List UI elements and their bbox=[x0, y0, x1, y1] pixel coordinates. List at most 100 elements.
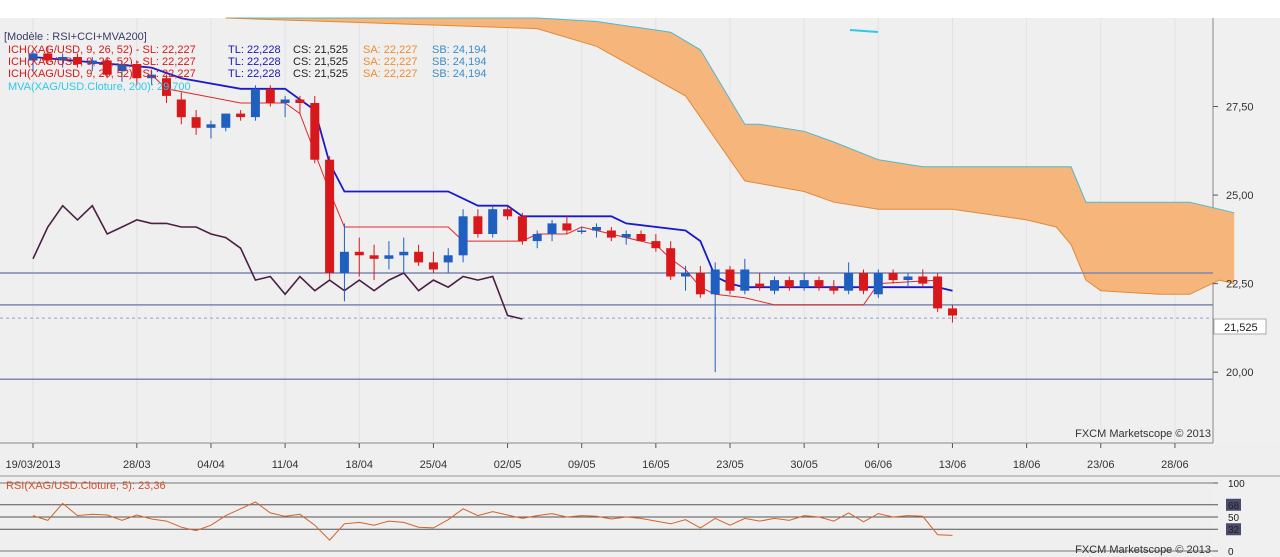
candle-body bbox=[755, 283, 765, 288]
y-tick-label: 27,50 bbox=[1226, 102, 1254, 114]
chart-title: [Modèle : RSI+CCI+MVA200] bbox=[4, 31, 147, 43]
rsi-line bbox=[32, 501, 953, 541]
candle-body bbox=[310, 103, 320, 160]
main-watermark: FXCM Marketscope © 2013 bbox=[1075, 428, 1211, 440]
legend-cs: CS: 21,525 bbox=[293, 44, 348, 56]
horizontal-lines bbox=[0, 272, 1213, 381]
candle-body bbox=[784, 280, 794, 288]
x-tick-label: 02/05 bbox=[494, 459, 522, 471]
candle-body bbox=[829, 287, 839, 291]
last-price-badge: 21,525 bbox=[1213, 318, 1267, 335]
candle-body bbox=[547, 223, 557, 234]
legend-sa: SA: 22,227 bbox=[363, 56, 417, 68]
x-tick-label: 28/03 bbox=[123, 459, 151, 471]
chikou-span-line bbox=[32, 204, 523, 320]
candle-body bbox=[770, 280, 779, 291]
candle-body bbox=[799, 280, 809, 288]
x-tick-label: 18/04 bbox=[345, 459, 373, 471]
legend-sb: SB: 24,194 bbox=[432, 56, 486, 68]
x-tick-label: 19/03/2013 bbox=[5, 459, 60, 471]
candle-body bbox=[948, 308, 957, 316]
candle-body bbox=[87, 60, 97, 64]
candle-body bbox=[859, 273, 868, 291]
y-tick-label: 22,50 bbox=[1226, 279, 1254, 291]
candle-body bbox=[43, 53, 53, 61]
candle-body bbox=[532, 234, 542, 242]
candle-body bbox=[295, 99, 305, 103]
candle-body bbox=[873, 273, 883, 295]
legend-cs: CS: 21,525 bbox=[293, 56, 348, 68]
candle-body bbox=[132, 64, 142, 79]
candle-body bbox=[384, 255, 394, 259]
candle-body bbox=[102, 60, 112, 75]
legend-row-1: ICH(XAG/USD, 9, 26, 52) - SL: 22,227 TL:… bbox=[8, 44, 486, 56]
last-price-label: 21,525 bbox=[1224, 322, 1258, 334]
legend-sa: SA: 22,227 bbox=[363, 44, 417, 56]
legend-sa: SA: 22,227 bbox=[363, 68, 417, 80]
x-tick-label: 16/05 bbox=[642, 459, 670, 471]
candle-body bbox=[147, 74, 157, 79]
candlesticks bbox=[28, 46, 957, 373]
candle-body bbox=[666, 248, 676, 277]
legend-cs: CS: 21,525 bbox=[293, 68, 348, 80]
rsi-watermark: FXCM Marketscope © 2013 bbox=[1075, 544, 1211, 556]
candle-body bbox=[58, 57, 68, 61]
candle-body bbox=[399, 251, 409, 256]
senkou-span-a bbox=[225, 17, 1235, 295]
rsi-tick-label: 68 bbox=[1228, 501, 1240, 512]
legend-label: ICH(XAG/USD, 9, 26, 52) - SL: 22,227 bbox=[8, 44, 196, 56]
x-axis-ticks: 19/03/2013 28/03 04/04 11/04 18/04 25/04 02/05… bbox=[5, 443, 1189, 471]
candle-body bbox=[473, 216, 483, 234]
x-tick-label: 18/06 bbox=[1013, 459, 1041, 471]
x-tick-label: 30/05 bbox=[790, 459, 818, 471]
x-tick-label: 13/06 bbox=[939, 459, 967, 471]
legend-tl: TL: 22,228 bbox=[228, 56, 281, 68]
y-axis-ticks: 27,50 25,00 22,50 20,00 bbox=[1213, 102, 1254, 379]
candle-body bbox=[740, 269, 750, 291]
candle-body bbox=[458, 216, 468, 256]
candle-body bbox=[695, 273, 705, 295]
mva-label: MVA(XAG/USD.Cloture, 200): 29,700 bbox=[8, 81, 191, 93]
candle-body bbox=[339, 251, 349, 273]
candle-body bbox=[221, 113, 231, 128]
candle-body bbox=[176, 99, 186, 118]
legend-label: ICH(XAG/USD, 9, 26, 52) - SL: 22,227 bbox=[8, 56, 196, 68]
candle-body bbox=[725, 269, 735, 291]
candle-body bbox=[265, 88, 275, 103]
rsi-tick-label: 32 bbox=[1228, 525, 1240, 536]
last-price-box bbox=[1213, 318, 1267, 335]
senkou-span-b bbox=[225, 17, 1235, 214]
legend-tl: TL: 22,228 bbox=[228, 44, 281, 56]
legend-row-3: ICH(XAG/USD, 9, 26, 52) - SL: 22,227 TL:… bbox=[8, 68, 486, 80]
x-axis-strip bbox=[0, 443, 1280, 476]
candle-body bbox=[606, 230, 616, 238]
candle-body bbox=[162, 78, 171, 96]
candle-body bbox=[577, 230, 587, 232]
mva-line bbox=[849, 29, 879, 33]
rsi-title: RSI(XAG/USD.Cloture, 5): 23,36 bbox=[6, 480, 166, 492]
candle-body bbox=[206, 124, 216, 128]
candle-body bbox=[651, 241, 661, 249]
candle-body bbox=[28, 53, 38, 61]
candle-body bbox=[933, 276, 943, 309]
candle-body bbox=[191, 117, 201, 128]
rsi-tick-label: 100 bbox=[1228, 479, 1245, 490]
x-tick-label: 23/05 bbox=[716, 459, 744, 471]
x-tick-label: 06/06 bbox=[865, 459, 893, 471]
y-tick-label: 20,00 bbox=[1226, 367, 1254, 379]
candle-body bbox=[636, 234, 646, 242]
candle-body bbox=[354, 251, 364, 256]
candle-body bbox=[918, 276, 928, 284]
candle-body bbox=[369, 255, 379, 259]
legend-sb: SB: 24,194 bbox=[432, 68, 486, 80]
legend-row-2: ICH(XAG/USD, 9, 26, 52) - SL: 22,227 TL:… bbox=[8, 56, 486, 68]
candle-body bbox=[325, 159, 335, 273]
candle-body bbox=[517, 216, 527, 242]
y-tick-label: 25,00 bbox=[1226, 190, 1254, 202]
candle-body bbox=[503, 209, 513, 217]
candle-body bbox=[428, 262, 438, 270]
candle-body bbox=[443, 255, 453, 263]
legend-sb: SB: 24,194 bbox=[432, 44, 486, 56]
